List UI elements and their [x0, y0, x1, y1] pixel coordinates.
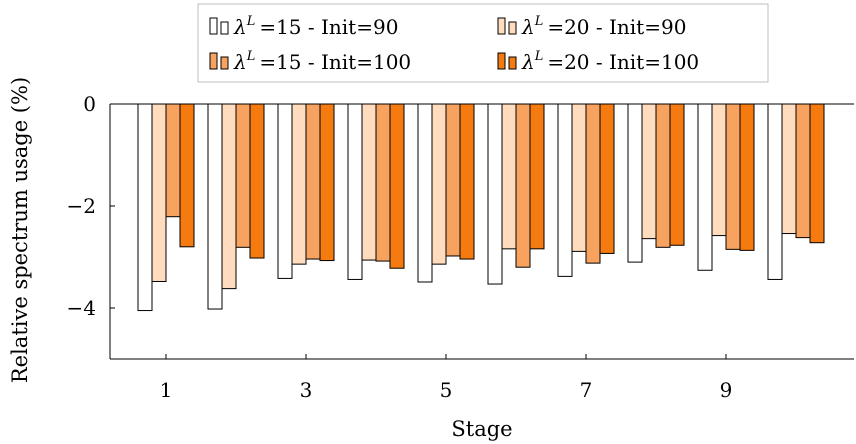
legend-swatch: [497, 52, 506, 70]
bar-series-3-stage-3: [305, 103, 321, 260]
legend-label-series-2: λL =20 - Init=90: [521, 14, 686, 39]
bar-series-2-stage-10: [781, 103, 797, 235]
legend-label-series-3: λL =15 - Init=100: [233, 49, 411, 74]
legend-swatch: [220, 21, 229, 35]
legend-box: [197, 3, 769, 83]
bar-series-4-stage-7: [599, 103, 615, 254]
bar-series-3-stage-8: [655, 103, 671, 248]
bar-series-3-stage-6: [515, 103, 531, 268]
legend-swatch: [497, 17, 506, 35]
bar-series-2-stage-9: [711, 103, 727, 237]
x-tick-label: 9: [720, 378, 733, 402]
legend-swatch: [209, 17, 218, 35]
bar-series-4-stage-8: [669, 103, 685, 246]
x-axis-label: Stage: [451, 417, 512, 441]
y-axis-label: Relative spectrum usage (%): [8, 77, 32, 383]
x-tick-label: 7: [580, 378, 593, 402]
bar-series-4-stage-6: [529, 103, 545, 250]
legend-swatch: [209, 52, 218, 70]
axes-layer: 0 −2 −4 1 3 5 7 9: [67, 92, 854, 402]
legend: λL =15 - Init=90 λL =20 - Init=90 λL =15 - In…: [197, 3, 769, 83]
legend-swatch: [508, 21, 517, 35]
bar-series-1-stage-3: [277, 103, 293, 279]
legend-swatch: [508, 56, 517, 70]
y-tick-label: −2: [67, 194, 96, 218]
x-tick-label: 5: [440, 378, 453, 402]
bar-series-1-stage-7: [557, 103, 573, 277]
bar-series-3-stage-9: [725, 103, 741, 250]
bar-series-3-stage-4: [375, 103, 391, 262]
bar-series-1-stage-8: [627, 103, 643, 263]
y-tick-label: 0: [83, 92, 96, 116]
bar-series-3-stage-5: [445, 103, 461, 257]
bar-series-1-stage-5: [417, 103, 433, 283]
bar-series-4-stage-4: [389, 103, 405, 269]
bar-series-3-stage-7: [585, 103, 601, 264]
bar-series-1-stage-10: [767, 103, 783, 280]
bar-series-2-stage-3: [291, 103, 307, 265]
bar-series-3-stage-2: [235, 103, 251, 248]
bar-series-4-stage-5: [459, 103, 475, 260]
bars-layer: [137, 103, 825, 312]
x-tick-label: 3: [300, 378, 313, 402]
bar-series-4-stage-1: [179, 103, 195, 248]
bar-series-2-stage-7: [571, 103, 587, 252]
bar-series-2-stage-4: [361, 103, 377, 261]
legend-swatch: [220, 56, 229, 70]
x-tick-label: 1: [160, 378, 173, 402]
bar-series-4-stage-3: [319, 103, 335, 262]
bar-series-4-stage-10: [809, 103, 825, 244]
legend-label-series-4: λL =20 - Init=100: [521, 49, 699, 74]
legend-label-series-1: λL =15 - Init=90: [233, 14, 398, 39]
bar-series-1-stage-9: [697, 103, 713, 271]
bar-series-2-stage-5: [431, 103, 447, 265]
bar-series-1-stage-4: [347, 103, 363, 280]
bar-series-3-stage-1: [165, 103, 181, 218]
bar-series-1-stage-6: [487, 103, 503, 285]
y-tick-label: −4: [67, 296, 96, 320]
bar-series-1-stage-1: [137, 103, 153, 312]
bar-series-4-stage-9: [739, 103, 755, 251]
bar-series-1-stage-2: [207, 103, 223, 310]
bar-series-2-stage-2: [221, 103, 237, 290]
bar-series-2-stage-1: [151, 103, 167, 282]
bar-series-4-stage-2: [249, 103, 265, 259]
bar-series-2-stage-8: [641, 103, 657, 240]
bar-series-3-stage-10: [795, 103, 811, 239]
bar-series-2-stage-6: [501, 103, 517, 250]
